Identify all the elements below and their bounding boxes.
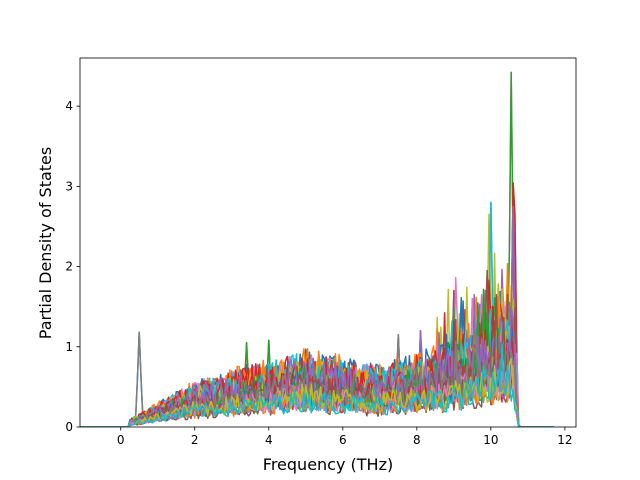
y-tick-label: 1 (65, 340, 73, 354)
x-tick-label: 8 (413, 433, 421, 447)
y-tick-label: 2 (65, 260, 73, 274)
pdos-series-line (80, 294, 554, 427)
pdos-series-line (80, 305, 554, 427)
x-tick-label: 2 (191, 433, 199, 447)
x-tick-label: 4 (265, 433, 273, 447)
axes-frame (79, 57, 577, 428)
y-tick-label: 0 (65, 420, 73, 434)
x-axis-label: Frequency (THz) (263, 455, 393, 474)
x-tick-label: 12 (557, 433, 572, 447)
x-tick-label: 6 (339, 433, 347, 447)
y-tick-label: 3 (65, 179, 73, 193)
series-layer (80, 71, 554, 427)
x-tick-label: 10 (483, 433, 498, 447)
y-tick-label: 4 (65, 99, 73, 113)
y-axis-label: Partial Density of States (36, 147, 55, 339)
pdos-series-line (80, 343, 554, 427)
x-tick-label: 0 (117, 433, 125, 447)
